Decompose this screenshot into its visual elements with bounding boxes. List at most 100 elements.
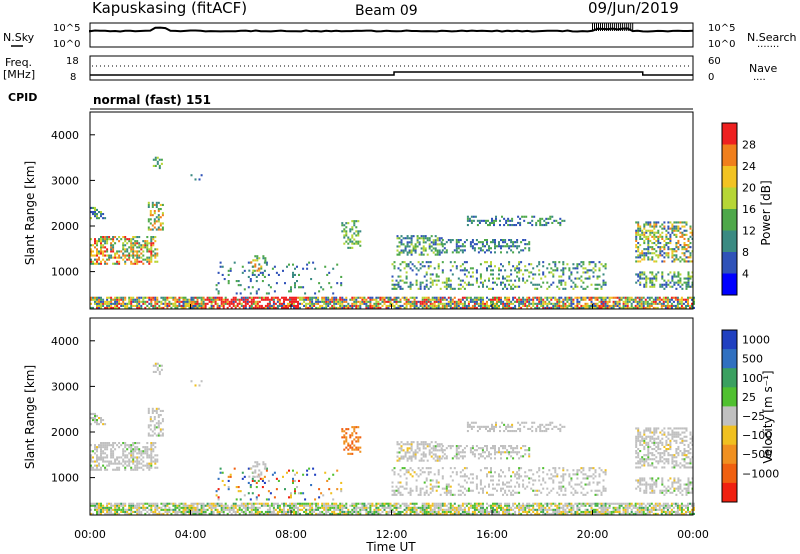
power-cell [435, 304, 438, 307]
power-cell [549, 215, 552, 218]
power-cell [532, 283, 535, 286]
power-cell [522, 239, 525, 242]
power-cell [104, 240, 107, 243]
power-cell [506, 304, 509, 307]
velocity-cell [268, 510, 271, 513]
velocity-cell [118, 512, 121, 515]
power-cell [178, 296, 181, 299]
power-cell [683, 254, 686, 257]
power-cell [469, 243, 472, 246]
power-cell [687, 246, 690, 249]
power-cell [562, 273, 565, 276]
power-cell [463, 281, 466, 284]
velocity-cell [516, 504, 519, 507]
velocity-cell [156, 508, 159, 511]
velocity-cell [152, 444, 155, 447]
power-cell [635, 231, 638, 234]
velocity-cell [220, 502, 223, 505]
nave-dots: .... [753, 72, 766, 83]
velocity-cell [216, 512, 219, 515]
velocity-cell [670, 502, 673, 505]
power-cell [660, 302, 663, 305]
power-cell [455, 247, 458, 250]
velocity-cell [337, 504, 340, 507]
power-cell [667, 246, 670, 249]
power-cell [114, 236, 117, 239]
velocity-cell [276, 504, 279, 507]
power-cell [241, 265, 244, 268]
velocity-cell [90, 512, 92, 515]
velocity-cell [124, 508, 127, 511]
power-cell [651, 242, 654, 245]
power-cell [267, 273, 270, 276]
power-cell [539, 221, 542, 224]
power-cell [395, 279, 398, 282]
power-cell [431, 283, 434, 286]
power-cell [295, 304, 297, 307]
power-cell [221, 265, 224, 268]
velocity-cell [124, 502, 127, 505]
power-cell [284, 282, 286, 285]
power-cell [492, 277, 494, 280]
velocity-cell [363, 508, 366, 511]
velocity-cell [138, 460, 141, 463]
power-cell [477, 302, 480, 305]
velocity-cell [622, 510, 625, 513]
power-cell [345, 232, 348, 235]
power-cell [208, 306, 211, 309]
power-cell [321, 306, 324, 309]
velocity-cell [210, 510, 213, 513]
velocity-cell [161, 418, 164, 421]
velocity-cell [475, 502, 478, 505]
power-cell [653, 223, 656, 226]
power-cell [504, 296, 507, 299]
velocity-cell [648, 508, 651, 511]
power-cell [582, 287, 585, 290]
velocity-cell [439, 512, 442, 515]
velocity-cell [264, 502, 267, 505]
power-cell [106, 236, 109, 239]
power-cell [479, 298, 482, 301]
velocity-cell [413, 512, 416, 515]
velocity-cell [259, 477, 262, 480]
power-cell [604, 281, 607, 284]
power-cell [602, 304, 605, 307]
power-cell [184, 296, 187, 299]
power-cell [649, 271, 652, 274]
power-cell [681, 233, 684, 236]
power-cell [124, 236, 127, 239]
velocity-cell [526, 504, 529, 507]
power-cell [106, 250, 109, 253]
power-cell [234, 298, 237, 301]
power-cell [263, 269, 266, 272]
velocity-cell [602, 508, 605, 511]
power-cell [198, 178, 201, 181]
power-cell [359, 244, 362, 247]
power-cell [674, 304, 677, 307]
power-cell [395, 287, 398, 290]
power-cell [287, 302, 289, 305]
power-cell [118, 302, 121, 305]
power-cell [215, 284, 218, 287]
power-cell [427, 306, 430, 309]
velocity-cell [104, 444, 107, 447]
velocity-cell [522, 506, 525, 509]
power-cell [146, 304, 149, 307]
velocity-cell [477, 508, 480, 511]
velocity-cell [484, 508, 486, 511]
power-cell [541, 224, 544, 227]
velocity-cell [574, 502, 577, 505]
velocity-cell [98, 510, 100, 513]
velocity-cell [423, 506, 426, 509]
velocity-cell [196, 504, 199, 507]
velocity-cell [600, 502, 603, 505]
power-cell [140, 300, 143, 303]
power-cell [614, 304, 617, 307]
power-cell [644, 306, 647, 309]
power-cell [300, 286, 302, 289]
nsky-label: N.Sky [3, 31, 35, 44]
power-cell [496, 302, 498, 305]
power-cell [170, 302, 173, 305]
power-cell [100, 244, 102, 247]
power-cell [285, 304, 287, 307]
